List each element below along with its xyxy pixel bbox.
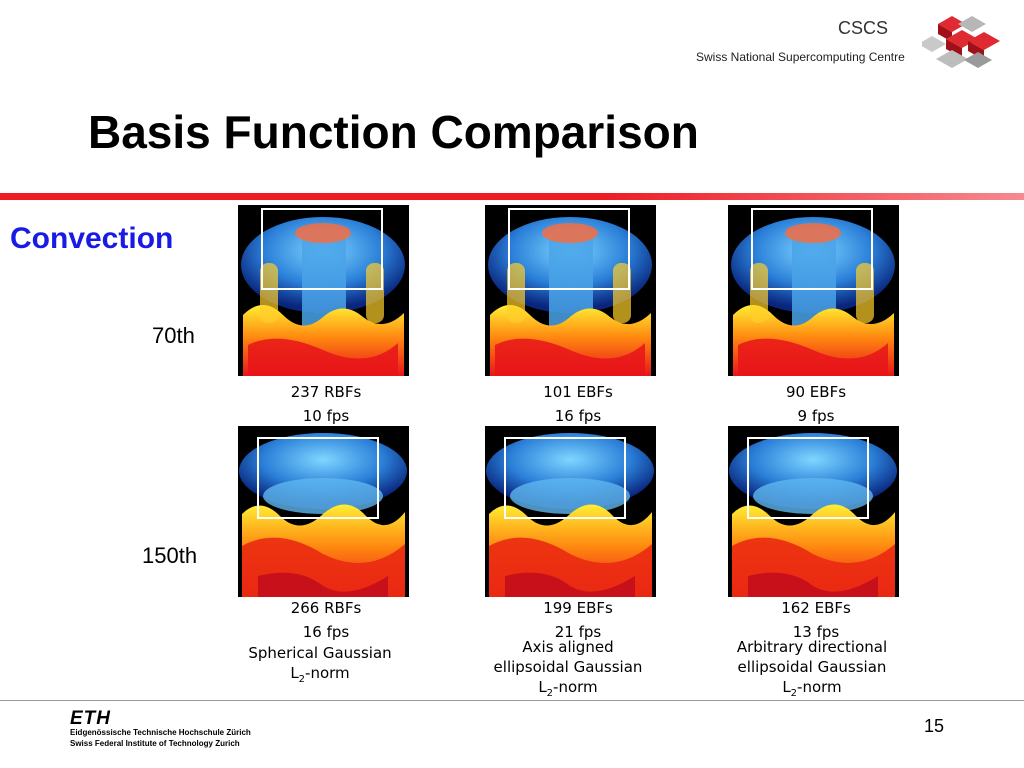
- eth-name-english: Swiss Federal Institute of Technology Zu…: [70, 739, 240, 748]
- frame-rate: 21 fps: [554, 623, 602, 641]
- norm-label: L2-norm: [290, 664, 350, 685]
- row-label-70th: 70th: [152, 323, 195, 348]
- column-desc-axis-aligned: Axis aligned ellipsoidal Gaussian L2-nor…: [468, 637, 668, 704]
- basis-count: 199 EBFs: [543, 599, 613, 617]
- basis-count: 266 RBFs: [290, 599, 362, 617]
- basis-count: 101 EBFs: [543, 383, 613, 401]
- desc-line: ellipsoidal Gaussian: [737, 658, 887, 676]
- visualization-r1c2: [485, 205, 656, 376]
- visualization-r2c3: [728, 426, 899, 597]
- row-label-150th: 150th: [142, 543, 198, 568]
- visualization-r1c3: [728, 205, 899, 376]
- caption-r1c3: 90 EBFs 9 fps: [716, 380, 916, 428]
- frame-rate: 16 fps: [302, 623, 350, 641]
- frame-rate: 9 fps: [797, 407, 835, 425]
- caption-r1c1: 237 RBFs 10 fps: [226, 380, 426, 428]
- visualization-r2c1: [238, 426, 409, 597]
- frame-rate: 10 fps: [302, 407, 350, 425]
- slide-title: Basis Function Comparison: [88, 106, 699, 158]
- eth-name-german: Eidgenössische Technische Hochschule Zür…: [70, 728, 251, 737]
- caption-r1c2: 101 EBFs 16 fps: [478, 380, 678, 428]
- visualization-r1c1: [238, 205, 409, 376]
- norm-label: L2-norm: [782, 678, 842, 699]
- cscs-full-name: Swiss National Supercomputing Centre: [696, 50, 905, 64]
- frame-rate: 16 fps: [554, 407, 602, 425]
- caption-r2c1: 266 RBFs 16 fps: [226, 596, 426, 644]
- footer-divider: [0, 700, 1024, 701]
- desc-line: ellipsoidal Gaussian: [493, 658, 643, 676]
- title-divider: [0, 193, 1024, 200]
- cscs-wordmark: CSCS: [838, 18, 889, 38]
- frame-rate: 13 fps: [792, 623, 840, 641]
- column-desc-arbitrary: Arbitrary directional ellipsoidal Gaussi…: [712, 637, 912, 704]
- column-desc-spherical: Spherical Gaussian L2-norm: [220, 643, 420, 690]
- caption-r2c2: 199 EBFs 21 fps: [478, 596, 678, 644]
- norm-label: L2-norm: [538, 678, 598, 699]
- desc-line: Arbitrary directional: [736, 638, 888, 656]
- page-number: 15: [924, 716, 945, 736]
- cscs-cube-logo-icon: [922, 16, 1000, 68]
- section-heading: Convection: [10, 222, 174, 255]
- caption-r2c3: 162 EBFs 13 fps: [716, 596, 916, 644]
- basis-count: 162 EBFs: [781, 599, 851, 617]
- desc-line: Spherical Gaussian: [248, 644, 392, 662]
- desc-line: Axis aligned: [522, 638, 614, 656]
- visualization-r2c2: [485, 426, 656, 597]
- basis-count: 237 RBFs: [290, 383, 362, 401]
- eth-logo: ETH: [70, 708, 111, 729]
- basis-count: 90 EBFs: [785, 383, 847, 401]
